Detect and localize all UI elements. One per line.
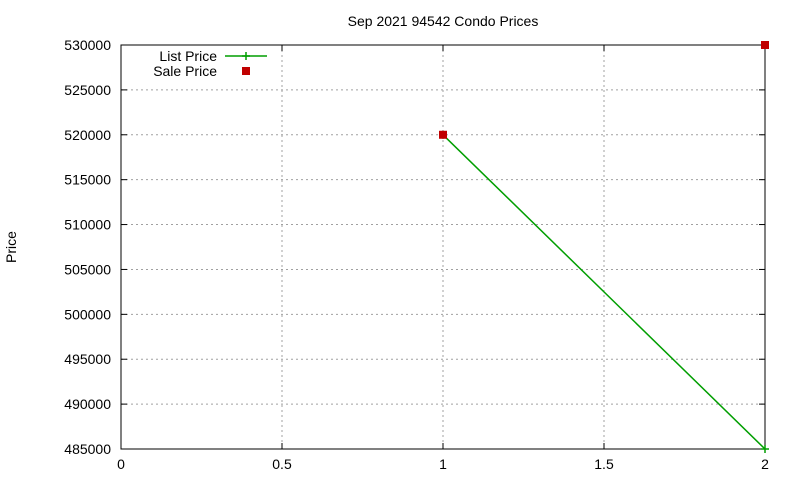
y-axis-label: Price — [3, 231, 19, 263]
series-line — [442, 134, 766, 450]
y-tick-label: 525000 — [64, 82, 111, 98]
data-point-square — [439, 130, 447, 139]
legend-item: List Price — [159, 48, 267, 64]
data-point-plus — [242, 52, 250, 60]
data-point-plus — [761, 445, 769, 453]
y-tick-label: 485000 — [64, 441, 111, 457]
y-tick-label: 490000 — [64, 396, 111, 412]
x-tick-label: 0 — [117, 456, 125, 472]
y-tick-label: 530000 — [64, 37, 111, 53]
data-point-square — [242, 67, 250, 75]
x-tick-label: 1.5 — [594, 456, 614, 472]
x-tick-label: 1 — [439, 456, 447, 472]
y-tick-label: 520000 — [64, 127, 111, 143]
series-sale-price — [439, 41, 769, 139]
series-list-price — [439, 130, 769, 453]
legend-label: List Price — [159, 48, 217, 64]
series — [439, 41, 769, 453]
y-tick-label: 505000 — [64, 261, 111, 277]
data-point-square — [761, 41, 769, 49]
axis-ticks: 485000 490000 495000 500000 505000 510000 5150… — [64, 37, 769, 472]
y-tick-label: 495000 — [64, 351, 111, 367]
y-tick-label: 500000 — [64, 306, 111, 322]
y-tick-label: 515000 — [64, 172, 111, 188]
legend-label: Sale Price — [153, 63, 217, 79]
x-tick-label: 2 — [761, 456, 769, 472]
chart-title: Sep 2021 94542 Condo Prices — [348, 13, 539, 29]
grid — [121, 45, 765, 449]
x-tick-label: 0.5 — [272, 456, 292, 472]
legend-item: Sale Price — [153, 63, 250, 79]
y-tick-label: 510000 — [64, 217, 111, 233]
